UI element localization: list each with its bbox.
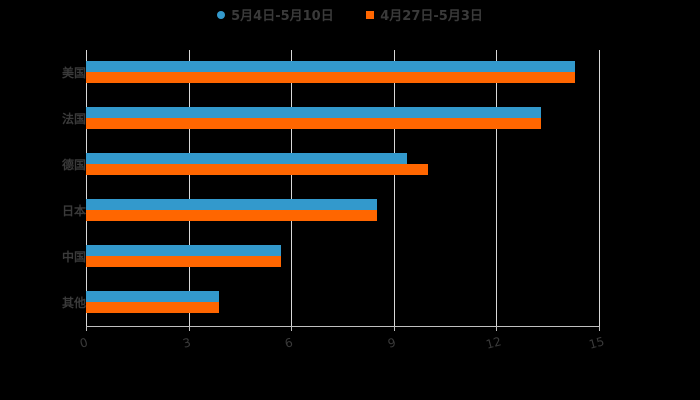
x-tick-label: 9: [386, 335, 398, 351]
category-label: 美国: [61, 66, 86, 80]
bar[interactable]: [86, 118, 541, 129]
legend-label: 5月4日-5月10日: [231, 9, 334, 24]
x-tick-label: 3: [181, 335, 193, 351]
x-tick-label: 12: [484, 334, 503, 352]
bar[interactable]: [86, 107, 541, 118]
bar[interactable]: [86, 302, 220, 313]
axis-tick: [394, 326, 395, 331]
chart-legend: 5月4日-5月10日 4月27日-5月3日: [0, 5, 700, 24]
x-tick-label: 0: [78, 335, 90, 351]
bar[interactable]: [86, 291, 220, 302]
x-axis-line: [86, 326, 599, 327]
gridline: [394, 50, 395, 326]
bar[interactable]: [86, 245, 281, 256]
axis-tick: [599, 326, 600, 331]
category-label: 日本: [61, 204, 86, 218]
axis-tick: [496, 326, 497, 331]
gridline: [599, 50, 600, 326]
bar[interactable]: [86, 153, 408, 164]
gridline: [496, 50, 497, 326]
legend-square-icon: [366, 10, 375, 19]
bar[interactable]: [86, 199, 377, 210]
axis-tick: [291, 326, 292, 331]
category-label: 中国: [61, 250, 86, 264]
bar[interactable]: [86, 210, 377, 221]
legend-circle-icon: [217, 10, 226, 19]
bar[interactable]: [86, 61, 576, 72]
category-label: 德国: [61, 158, 86, 172]
x-tick-label: 6: [283, 335, 295, 351]
gridline: [291, 50, 292, 326]
gridline: [86, 50, 87, 326]
category-label: 法国: [61, 112, 86, 126]
legend-label: 4月27日-5月3日: [380, 9, 483, 24]
x-tick-label: 15: [587, 334, 606, 352]
category-label: 其他: [61, 296, 86, 310]
gridline: [189, 50, 190, 326]
axis-tick: [189, 326, 190, 331]
bar[interactable]: [86, 256, 281, 267]
axis-tick: [86, 326, 87, 331]
bar[interactable]: [86, 72, 576, 83]
bar[interactable]: [86, 164, 428, 175]
legend-item-series1[interactable]: 5月4日-5月10日: [217, 5, 334, 24]
legend-item-series2[interactable]: 4月27日-5月3日: [366, 5, 483, 24]
